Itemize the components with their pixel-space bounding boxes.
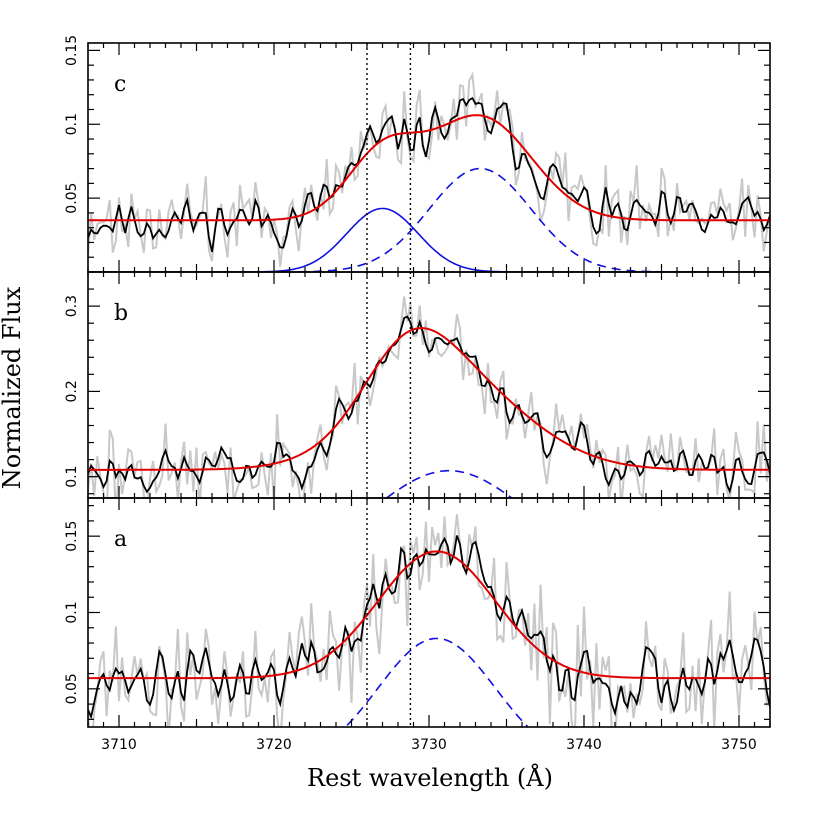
panel-c: 0.05 0.1 0.15 c bbox=[64, 35, 771, 273]
panel-c-y-tick-label: 0.1 bbox=[64, 113, 80, 135]
panel-a-spectrum bbox=[88, 535, 770, 720]
panel-c-spectrum-grey bbox=[88, 71, 770, 267]
panel-a-y-tick-label: 0.05 bbox=[64, 673, 80, 704]
panel-c-y-tick-label: 0.15 bbox=[64, 35, 80, 66]
x-tick-label: 3750 bbox=[721, 737, 757, 753]
panel-a-frame bbox=[87, 497, 771, 728]
panel-c-total-fit bbox=[88, 114, 770, 222]
panel-a-label: a bbox=[114, 527, 127, 552]
panel-a-y-tick-label: 0.1 bbox=[64, 601, 80, 623]
panels-group: 0.05 0.1 0.15 c 0.1 0.2 0.3 b 0.05 0.1 0.15 a 3710 37… bbox=[64, 35, 771, 753]
panel-b-y-tick-label: 0.2 bbox=[64, 380, 80, 402]
y-axis-title: Normalized Flux bbox=[0, 286, 26, 489]
panel-b-spectrum bbox=[88, 315, 770, 495]
panel-b: 0.1 0.2 0.3 b bbox=[64, 271, 771, 499]
panel-b-y-tick-label: 0.3 bbox=[64, 295, 80, 317]
panel-c-plot-area bbox=[88, 71, 770, 272]
x-tick-label: 3720 bbox=[256, 737, 292, 753]
panel-b-broad-component bbox=[385, 469, 514, 498]
panel-a-total-fit bbox=[88, 550, 770, 680]
x-tick-label: 3730 bbox=[411, 737, 447, 753]
panel-c-label: c bbox=[114, 72, 126, 97]
panel-c-y-tick-label: 0.05 bbox=[64, 183, 80, 214]
panel-c-narrow-component bbox=[88, 207, 770, 272]
panel-a: 0.05 0.1 0.15 a bbox=[64, 497, 771, 728]
panel-c-broad-component bbox=[88, 167, 770, 272]
x-tick-label: 3710 bbox=[101, 737, 137, 753]
x-tick-label: 3740 bbox=[566, 737, 602, 753]
panel-b-total-fit bbox=[88, 327, 770, 471]
panel-b-label: b bbox=[114, 301, 128, 326]
panel-a-y-tick-label: 0.15 bbox=[64, 521, 80, 552]
x-axis-title: Rest wavelength (Å) bbox=[307, 763, 553, 792]
panel-a-plot-area bbox=[88, 514, 770, 727]
panel-b-plot-area bbox=[88, 296, 770, 498]
panel-b-y-tick-label: 0.1 bbox=[64, 466, 80, 488]
